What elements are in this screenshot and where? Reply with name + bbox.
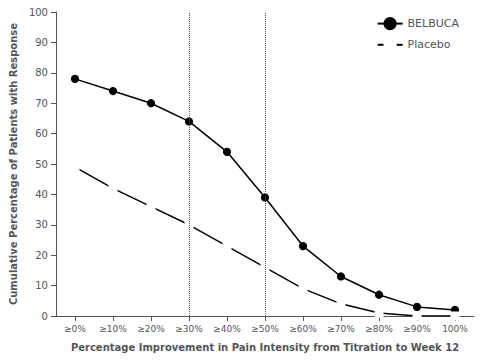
svg-text:Percentage Improvement in Pain: Percentage Improvement in Pain Intensity… (71, 342, 459, 353)
svg-text:40: 40 (35, 189, 48, 200)
svg-text:20: 20 (35, 250, 48, 261)
svg-text:70: 70 (35, 98, 48, 109)
svg-text:≥80%: ≥80% (365, 324, 393, 334)
svg-text:≥60%: ≥60% (289, 324, 317, 334)
svg-text:100: 100 (29, 7, 48, 18)
svg-text:60: 60 (35, 128, 48, 139)
svg-text:Placebo: Placebo (408, 38, 451, 51)
svg-text:≥0%: ≥0% (64, 324, 86, 334)
svg-text:80: 80 (35, 67, 48, 78)
svg-text:50: 50 (35, 159, 48, 170)
svg-text:BELBUCA: BELBUCA (408, 17, 460, 30)
svg-text:0: 0 (42, 311, 48, 322)
svg-text:≥30%: ≥30% (175, 324, 203, 334)
svg-text:100%: 100% (442, 324, 468, 334)
svg-text:≥70%: ≥70% (327, 324, 355, 334)
svg-text:90: 90 (35, 37, 48, 48)
svg-text:≥50%: ≥50% (251, 324, 279, 334)
svg-text:≥90%: ≥90% (403, 324, 431, 334)
svg-text:≥40%: ≥40% (213, 324, 241, 334)
svg-text:30: 30 (35, 219, 48, 230)
svg-text:Cumulative Percentage of Patie: Cumulative Percentage of Patients with R… (8, 23, 19, 305)
svg-text:≥20%: ≥20% (137, 324, 165, 334)
svg-text:10: 10 (35, 280, 48, 291)
svg-text:≥10%: ≥10% (99, 324, 127, 334)
